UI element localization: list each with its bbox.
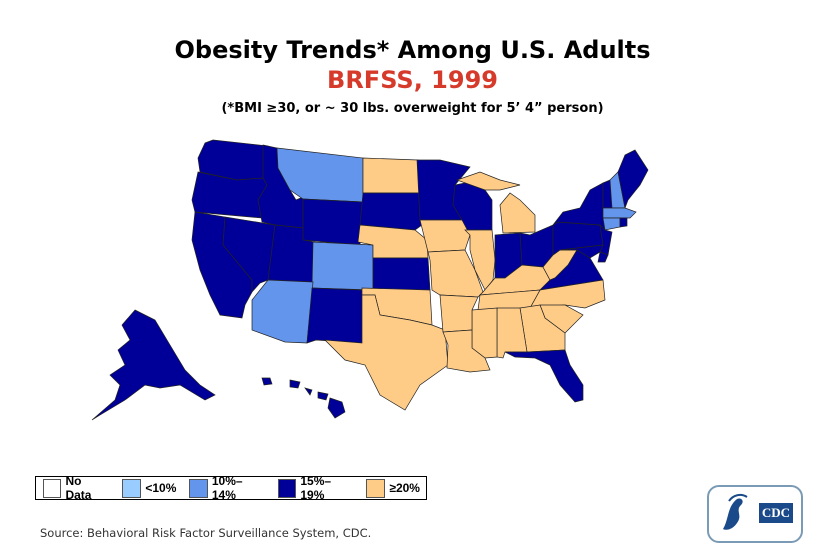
legend-item-no-data: No Data xyxy=(43,474,109,502)
state-hi xyxy=(327,397,346,419)
state-hi xyxy=(317,391,329,401)
state-or xyxy=(191,171,268,219)
state-nm xyxy=(306,287,363,344)
legend-label: No Data xyxy=(65,474,92,502)
legend-item-15-19: 15%–19% xyxy=(277,474,353,502)
state-ma xyxy=(602,207,637,219)
hhs-eagle-icon xyxy=(723,493,748,530)
state-hi xyxy=(261,377,273,386)
legend-label: <10% xyxy=(145,481,177,495)
state-ri xyxy=(619,217,628,228)
state-ak xyxy=(91,309,216,421)
state-ar xyxy=(439,294,479,333)
state-va xyxy=(538,249,604,291)
state-hi xyxy=(304,387,313,396)
cdc-logo-text: CDC xyxy=(758,503,793,523)
legend-swatch xyxy=(122,478,142,498)
state-de xyxy=(597,251,609,263)
state-tx xyxy=(324,294,449,411)
legend-label: 15%–19% xyxy=(300,474,332,502)
state-mi xyxy=(499,192,536,234)
legend-swatch xyxy=(43,478,62,498)
subtitle: BRFSS, 1999 xyxy=(327,66,498,94)
state-co xyxy=(311,241,374,291)
state-ia xyxy=(419,219,471,253)
state-ks xyxy=(372,257,431,291)
legend-item-lt10: <10% xyxy=(122,478,177,498)
state-fl xyxy=(504,349,584,403)
legend-label: ≥20% xyxy=(389,481,420,495)
state-nd xyxy=(362,157,421,194)
legend-swatch xyxy=(366,478,386,498)
title: Obesity Trends* Among U.S. Adults xyxy=(174,36,651,64)
source-note: Source: Behavioral Risk Factor Surveilla… xyxy=(40,526,372,540)
state-wy xyxy=(302,198,364,246)
state-mi xyxy=(455,171,521,191)
state-ct xyxy=(602,217,621,231)
state-md xyxy=(559,244,604,259)
state-la xyxy=(442,329,491,373)
state-hi xyxy=(289,379,301,389)
legend-item-10-14: 10%–14% xyxy=(189,474,264,502)
legend-item-ge20: ≥20% xyxy=(366,478,420,498)
legend-swatch xyxy=(189,478,208,498)
cdc-logo: CDC xyxy=(707,485,803,543)
legend-label: 10%–14% xyxy=(211,474,243,502)
state-sd xyxy=(359,192,423,231)
footnote: (*BMI ≥30, or ~ 30 lbs. overweight for 5… xyxy=(221,101,604,116)
state-me xyxy=(617,149,649,210)
state-az xyxy=(251,279,314,344)
legend: No Data <10% 10%–14% 15%–19% ≥20% xyxy=(35,474,427,502)
legend-swatch xyxy=(277,478,297,498)
